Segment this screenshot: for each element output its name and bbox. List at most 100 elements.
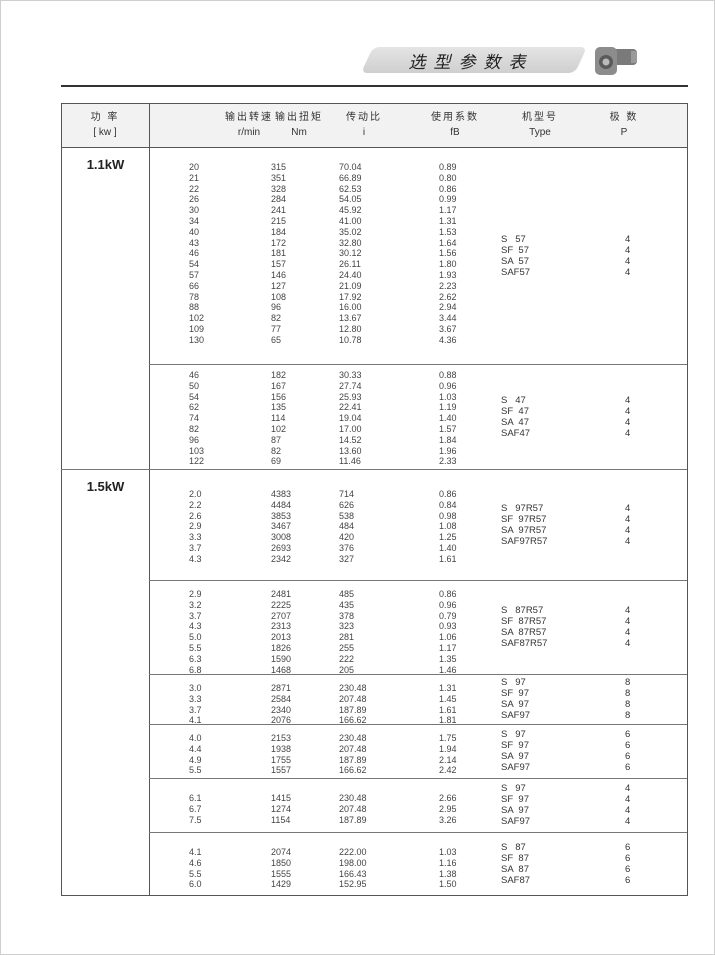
nm-value: 127 <box>271 280 287 291</box>
nm-value: 1555 <box>271 868 292 879</box>
nm-column: 315 351 328 284 241 215 184 172 181 157 146 127 108 9… <box>271 162 286 346</box>
i-value: 25.93 <box>339 391 362 402</box>
fb-column: 1.03 1.16 1.38 1.50 <box>439 847 457 890</box>
i-value: 32.80 <box>339 237 362 248</box>
nm-value: 1938 <box>271 743 292 754</box>
rpm-column: 46 50 54 62 74 82 96 103 122 <box>189 370 204 467</box>
type-value: S 97 <box>501 677 526 688</box>
i-value: 11.46 <box>339 456 361 467</box>
i-value: 19.04 <box>339 413 362 424</box>
poles-value: 8 <box>625 710 631 721</box>
i-value: 66.89 <box>339 172 362 183</box>
model-group: 2.0 2.2 2.6 2.9 3.3 3.7 4.3 4383 4484 3853 3467 300… <box>149 469 687 581</box>
fb-value: 0.98 <box>439 510 457 521</box>
poles-value: 8 <box>625 677 631 688</box>
nm-value: 65 <box>271 334 282 345</box>
fb-value: 1.03 <box>439 391 457 402</box>
nm-column: 182 167 156 135 114 102 87 82 69 <box>271 370 286 467</box>
type-value: S 97R57 <box>501 502 544 514</box>
type-value: SAF97 <box>501 816 531 827</box>
header-rule <box>61 85 688 87</box>
fb-value: 1.16 <box>439 857 457 868</box>
nm-value: 182 <box>271 370 287 380</box>
fb-value: 2.14 <box>439 754 457 765</box>
nm-value: 284 <box>271 194 287 205</box>
column-header-en: fB <box>450 127 460 138</box>
i-value: 376 <box>339 542 355 553</box>
i-value: 12.80 <box>339 323 362 334</box>
fb-value: 0.80 <box>439 172 457 183</box>
fb-value: 1.46 <box>439 664 457 675</box>
nm-value: 2481 <box>271 589 292 599</box>
i-value: 166.43 <box>339 868 367 879</box>
i-value: 166.62 <box>339 715 367 726</box>
i-value: 13.67 <box>339 313 362 324</box>
type-value: SA 87R57 <box>501 627 547 638</box>
i-value: 14.52 <box>339 434 362 445</box>
fb-value: 1.25 <box>439 532 457 543</box>
fb-value: 1.40 <box>439 413 457 424</box>
i-value: 323 <box>339 621 355 632</box>
column-divider <box>149 104 150 895</box>
column-header-cn: 功 率 <box>90 112 120 123</box>
rpm-value: 43 <box>189 237 200 248</box>
type-value: S 97 <box>501 783 526 794</box>
fb-value: 1.61 <box>439 704 457 715</box>
poles-value: 8 <box>625 699 631 710</box>
rpm-column: 2.0 2.2 2.6 2.9 3.3 3.7 4.3 <box>189 489 202 565</box>
i-value: 485 <box>339 589 355 599</box>
type-value: SAF57 <box>501 266 531 278</box>
column-header-en: Type <box>529 127 551 138</box>
poles-value: 6 <box>625 740 631 751</box>
nm-value: 2076 <box>271 715 292 726</box>
column-header: 输出扭矩 Nm <box>275 110 323 140</box>
fb-value: 0.84 <box>439 499 457 510</box>
fb-value: 1.03 <box>439 847 457 857</box>
rpm-value: 5.5 <box>189 642 202 653</box>
fb-value: 3.26 <box>439 814 457 825</box>
type-value: SF 47 <box>501 405 529 417</box>
nm-value: 1755 <box>271 754 292 765</box>
nm-value: 2584 <box>271 693 292 704</box>
i-column: 222.00 198.00 166.43 152.95 <box>339 847 367 890</box>
nm-value: 351 <box>271 172 287 183</box>
column-header-cn: 输出转速 <box>225 112 273 123</box>
rpm-value: 22 <box>189 183 200 194</box>
rpm-value: 5.5 <box>189 868 202 879</box>
i-value: 30.33 <box>339 370 362 380</box>
rpm-value: 88 <box>189 302 200 313</box>
fb-value: 1.08 <box>439 521 457 532</box>
nm-value: 3853 <box>271 510 292 521</box>
rpm-value: 20 <box>189 162 200 172</box>
rpm-column: 4.1 4.6 5.5 6.0 <box>189 847 202 890</box>
rpm-value: 82 <box>189 423 200 434</box>
fb-value: 0.96 <box>439 599 457 610</box>
poles-value: 4 <box>625 244 631 256</box>
rpm-value: 54 <box>189 259 200 270</box>
fb-value: 1.19 <box>439 402 457 413</box>
rpm-value: 3.2 <box>189 599 202 610</box>
type-value: SA 87 <box>501 864 529 875</box>
column-header: 使用系数 fB <box>431 110 479 140</box>
poles-value: 4 <box>625 627 631 638</box>
type-list: S 87R57 SF 87R57 SA 87R57 SAF87R57 <box>501 580 547 674</box>
i-value: 26.11 <box>339 259 361 270</box>
rpm-value: 4.3 <box>189 621 202 632</box>
rpm-value: 57 <box>189 269 200 280</box>
column-header-en: i <box>362 127 366 138</box>
fb-value: 2.66 <box>439 793 457 803</box>
i-value: 30.12 <box>339 248 362 259</box>
fb-value: 0.86 <box>439 589 457 599</box>
rpm-value: 3.7 <box>189 610 202 621</box>
fb-value: 1.50 <box>439 879 457 890</box>
nm-column: 2481 2225 2707 2313 2013 1826 1590 1468 <box>271 589 291 675</box>
rpm-column: 3.0 3.3 3.7 4.1 <box>189 683 202 726</box>
rpm-value: 3.3 <box>189 693 202 704</box>
fb-value: 0.89 <box>439 162 457 172</box>
i-value: 207.48 <box>339 693 367 704</box>
column-header: 机型号 Type <box>522 110 558 140</box>
fb-value: 1.84 <box>439 434 457 445</box>
